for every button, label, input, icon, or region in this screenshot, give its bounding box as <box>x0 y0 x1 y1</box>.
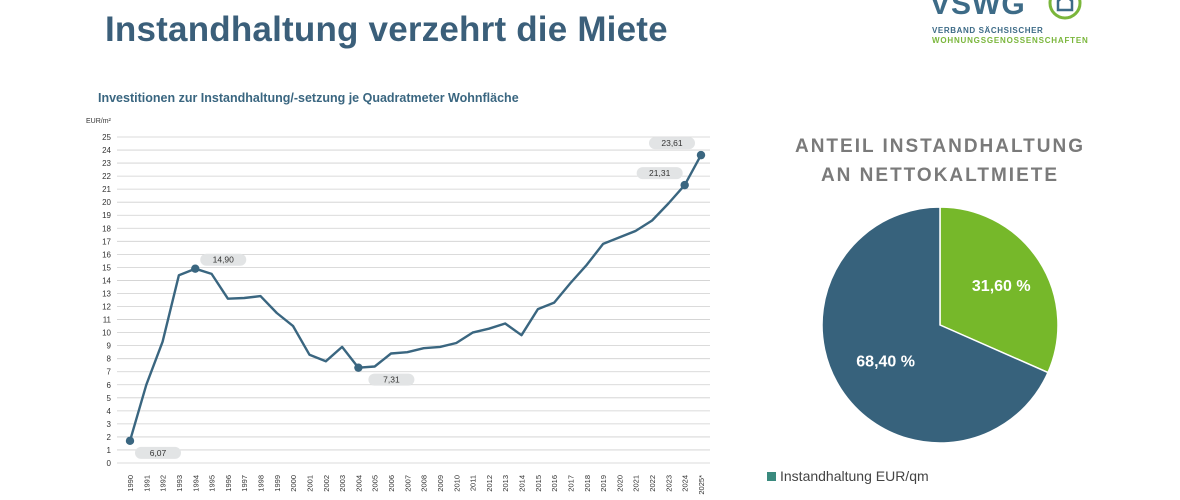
x-tick-label: 2000 <box>289 475 298 492</box>
x-tick-label: 1999 <box>273 475 282 492</box>
data-label: 21,31 <box>649 168 671 178</box>
legend-swatch <box>767 471 776 481</box>
data-label: 7,31 <box>383 375 400 385</box>
x-tick-label: 2019 <box>599 475 608 492</box>
line-chart-title: Investitionen zur Instandhaltung/-setzun… <box>98 91 519 105</box>
x-tick-label: 2013 <box>501 475 510 492</box>
x-tick-label: 1991 <box>142 475 151 492</box>
pie-slice <box>821 206 1049 444</box>
x-tick-label: 2015 <box>534 475 543 492</box>
x-tick-label: 1998 <box>257 475 266 492</box>
x-tick-label: 2011 <box>469 475 478 491</box>
x-tick-label: 2025* <box>697 475 706 495</box>
house-icon <box>1048 0 1082 20</box>
pie-chart: 31,60 % 68,40 % <box>821 206 1059 444</box>
y-tick-label: 23 <box>102 159 111 168</box>
x-tick-label: 2006 <box>387 475 396 492</box>
data-point-marker <box>680 180 689 190</box>
pie-slice-label: 31,60 % <box>972 278 1031 295</box>
x-tick-label: 2007 <box>403 475 412 492</box>
y-tick-label: 8 <box>107 355 112 364</box>
data-point-marker <box>354 363 363 372</box>
logo-subtitle-2: WOHNUNGSGENOSSENSCHAFTEN <box>932 36 1089 45</box>
series-line <box>128 154 703 442</box>
page-title: Instandhaltung verzehrt die Miete <box>105 10 668 49</box>
x-tick-label: 2003 <box>338 475 347 492</box>
pie-slice-label: 68,40 % <box>856 353 915 370</box>
x-tick-label: 1995 <box>208 475 217 492</box>
x-tick-label: 1997 <box>240 475 249 492</box>
y-tick-label: 5 <box>107 394 112 403</box>
y-tick-label: 3 <box>107 420 112 429</box>
y-tick-label: 2 <box>107 433 112 442</box>
data-label-pill <box>135 446 181 459</box>
y-tick-label: 9 <box>107 342 112 351</box>
data-point-marker <box>191 264 200 273</box>
y-tick-label: 22 <box>102 172 111 181</box>
logo-wordmark: VSWG <box>930 0 1026 21</box>
y-tick-label: 20 <box>102 198 111 207</box>
x-tick-label: 2001 <box>305 475 314 492</box>
y-tick-label: 25 <box>102 133 111 142</box>
x-tick-label: 1992 <box>159 475 168 492</box>
x-tick-label: 2020 <box>615 475 624 492</box>
x-tick-label: 2016 <box>550 475 559 492</box>
x-tick-label: 2010 <box>452 475 461 492</box>
x-tick-label: 1994 <box>191 475 200 492</box>
y-tick-label: 10 <box>102 329 111 338</box>
y-tick-label: 11 <box>103 316 112 325</box>
data-label-pill <box>636 167 683 180</box>
x-tick-label: 2002 <box>322 475 331 492</box>
y-tick-label: 18 <box>102 224 111 233</box>
x-tick-label: 2021 <box>632 475 641 492</box>
y-axis-unit: EUR/m² <box>86 118 112 125</box>
data-point-marker <box>696 150 706 160</box>
data-label: 6,07 <box>150 448 167 458</box>
data-label-pill <box>200 253 247 266</box>
data-label: 14,90 <box>213 255 235 265</box>
x-tick-label: 1990 <box>126 475 135 492</box>
legend-label: Instandhaltung EUR/qm <box>780 468 929 484</box>
y-tick-label: 15 <box>102 263 111 272</box>
x-tick-label: 1993 <box>175 475 184 492</box>
x-tick-label: 2009 <box>436 475 445 492</box>
y-tick-label: 13 <box>102 289 111 298</box>
data-label-pill <box>368 373 415 386</box>
y-tick-label: 17 <box>102 237 111 246</box>
data-point-marker <box>125 436 135 446</box>
y-tick-label: 12 <box>102 303 111 312</box>
x-tick-label: 1996 <box>224 475 233 492</box>
x-tick-label: 2023 <box>664 475 673 492</box>
y-tick-label: 0 <box>107 459 112 468</box>
vswg-logo: VSWG VERBAND SÄCHSISCHER WOHNUNGSGENOSSE… <box>930 0 1100 48</box>
logo-subtitle-1: VERBAND SÄCHSISCHER <box>932 26 1044 35</box>
x-tick-label: 2018 <box>583 475 592 492</box>
y-tick-label: 6 <box>107 381 112 390</box>
line-chart: EUR/m²0123456789101112131415161718192021… <box>86 118 710 495</box>
data-label: 23,61 <box>661 138 683 148</box>
x-tick-label: 2012 <box>485 475 494 492</box>
x-tick-label: 2014 <box>518 475 527 492</box>
pie-chart-title: ANTEIL INSTANDHALTUNG AN NETTOKALTMIETE <box>794 136 1086 186</box>
x-tick-label: 2008 <box>420 475 429 492</box>
y-tick-label: 1 <box>107 446 112 455</box>
y-tick-label: 4 <box>107 407 112 416</box>
y-tick-label: 19 <box>102 211 111 220</box>
pie-slice <box>939 206 1059 374</box>
x-tick-label: 2005 <box>371 475 380 492</box>
y-tick-label: 16 <box>102 250 111 259</box>
x-tick-label: 2024 <box>681 475 690 492</box>
y-tick-label: 7 <box>107 368 112 377</box>
pie-legend: Instandhaltung EUR/qm <box>767 468 929 484</box>
y-tick-label: 24 <box>102 146 111 155</box>
y-tick-label: 21 <box>102 185 111 194</box>
y-tick-label: 14 <box>102 276 111 285</box>
x-tick-label: 2022 <box>648 475 657 492</box>
x-tick-label: 2004 <box>354 475 363 492</box>
data-label-pill <box>649 137 695 150</box>
x-tick-label: 2017 <box>566 475 575 492</box>
